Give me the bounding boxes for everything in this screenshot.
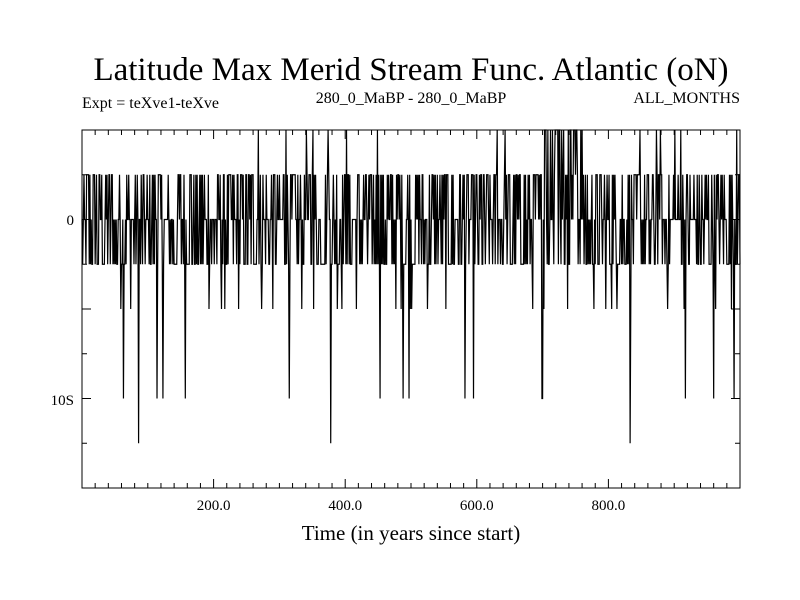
series-group (81, 129, 741, 444)
axis-ticks (82, 130, 740, 488)
plot-area (81, 129, 741, 489)
x-tick-label-200: 200.0 (197, 498, 231, 514)
y-tick-label-0: 0 (67, 213, 75, 229)
y-tick-label-10s: 10S (51, 393, 74, 409)
series-line (81, 129, 741, 444)
chart-title: Latitude Max Merid Stream Func. Atlantic… (93, 52, 728, 88)
x-axis-label: Time (in years since start) (302, 521, 521, 545)
x-tick-label-600: 600.0 (460, 498, 494, 514)
x-tick-label-800: 800.0 (592, 498, 626, 514)
x-tick-label-400: 400.0 (328, 498, 362, 514)
subtitle-center: 280_0_MaBP - 280_0_MaBP (316, 90, 507, 107)
subtitle-right: ALL_MONTHS (633, 90, 740, 107)
subtitle-left: Expt = teXve1-teXve (82, 95, 219, 112)
